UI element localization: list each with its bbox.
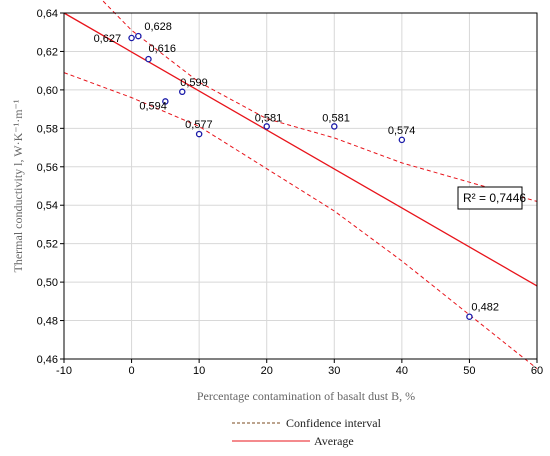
r2-box — [457, 186, 523, 210]
x-axis-title: Percentage contamination of basalt dust … — [197, 389, 415, 403]
data-point — [398, 136, 406, 144]
confidence-upper-line — [101, 0, 538, 202]
x-tick-label: 20 — [261, 365, 273, 377]
data-points: 0,627 0,628 0,616 0,594 0,599 0,577 0,581 0,581… — [94, 21, 499, 320]
legend-average-label: Average — [314, 434, 354, 448]
confidence-lower-line — [63, 72, 538, 369]
data-label: 0,616 — [148, 43, 176, 55]
data-point — [466, 313, 473, 320]
data-point — [128, 34, 135, 42]
x-tick-label: 30 — [328, 365, 340, 377]
x-tick-label: -10 — [56, 365, 72, 377]
r2-annotation: R² = 0,7446 — [457, 186, 526, 210]
y-tick-label: 0,56 — [37, 162, 58, 174]
y-tick-label: 0,52 — [37, 239, 58, 251]
data-label: 0,627 — [94, 33, 122, 45]
data-point — [263, 123, 270, 130]
y-tick-label: 0,62 — [37, 46, 58, 58]
data-label: 0,594 — [139, 100, 167, 112]
x-tick-label: 50 — [463, 365, 475, 377]
r2-label: R² = 0,7446 — [463, 191, 526, 205]
y-tick-label: 0,58 — [37, 123, 58, 135]
data-label: 0,581 — [255, 112, 283, 124]
fit-line-group — [63, 12, 538, 287]
y-axis-ticks: 0,46 0,48 0,50 0,52 0,54 0,56 0,58 0,60 0,62 0,64 — [37, 8, 64, 366]
data-label: 0,574 — [388, 125, 416, 137]
data-point — [135, 32, 142, 40]
data-point — [178, 88, 186, 96]
legend: Confidence interval Average — [232, 416, 382, 448]
legend-confidence-label: Confidence interval — [286, 416, 382, 430]
data-point — [331, 123, 338, 130]
y-tick-label: 0,54 — [37, 200, 58, 212]
confidence-bands — [63, 0, 538, 369]
x-tick-label: 10 — [193, 365, 205, 377]
data-label: 0,581 — [322, 112, 350, 124]
y-tick-label: 0,48 — [37, 316, 58, 328]
x-tick-label: 0 — [129, 365, 135, 377]
x-tick-label: 40 — [396, 365, 408, 377]
data-point — [145, 55, 152, 63]
y-axis-title: Thermal conductivity l, W·K⁻¹·m⁻¹ — [11, 99, 25, 272]
plot-frame — [63, 12, 538, 360]
data-point — [162, 98, 169, 105]
data-point — [195, 130, 203, 138]
data-label: 0,628 — [144, 21, 172, 33]
x-axis-ticks: -10 0 10 20 30 40 50 60 — [56, 359, 543, 377]
y-tick-label: 0,46 — [37, 354, 58, 366]
data-label: 0,482 — [471, 302, 499, 314]
data-label: 0,577 — [185, 119, 213, 131]
fit-line — [63, 12, 538, 287]
data-label: 0,599 — [180, 77, 208, 89]
y-tick-label: 0,60 — [37, 85, 58, 97]
y-tick-label: 0,50 — [37, 277, 58, 289]
grid — [63, 12, 538, 360]
x-tick-label: 60 — [531, 365, 543, 377]
y-tick-label: 0,64 — [37, 8, 58, 20]
